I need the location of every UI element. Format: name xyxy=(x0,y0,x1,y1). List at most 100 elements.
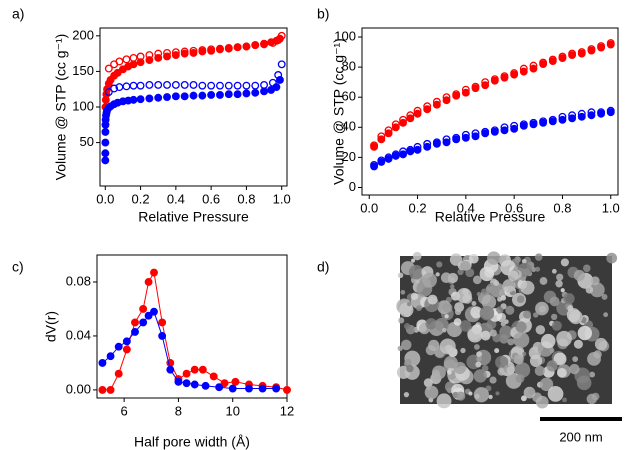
data-point xyxy=(377,156,386,165)
data-point xyxy=(216,81,224,90)
data-point xyxy=(370,160,379,169)
data-point xyxy=(182,379,191,388)
particle xyxy=(473,369,487,383)
data-point xyxy=(129,53,138,62)
particle xyxy=(585,286,594,294)
particle xyxy=(601,293,608,300)
particle xyxy=(513,354,524,365)
particle xyxy=(453,318,462,326)
data-point xyxy=(568,111,577,120)
data-point xyxy=(136,52,145,61)
particle xyxy=(397,272,404,279)
data-point xyxy=(220,379,229,388)
particle xyxy=(606,252,618,264)
particle xyxy=(507,338,515,346)
particle xyxy=(535,301,549,316)
particle xyxy=(479,305,495,321)
particle xyxy=(546,360,558,372)
particle xyxy=(503,286,509,292)
x-tick-label: 1.0 xyxy=(273,191,291,206)
particle xyxy=(535,325,546,335)
data-point xyxy=(413,106,422,115)
data-point xyxy=(391,120,400,129)
data-point xyxy=(129,60,138,69)
data-point xyxy=(106,385,115,394)
y-tick-label: 100 xyxy=(72,98,94,113)
y-tick-label: 60 xyxy=(342,89,356,104)
data-point xyxy=(145,51,154,59)
data-point xyxy=(577,109,586,118)
data-point xyxy=(272,384,281,393)
data-point xyxy=(101,138,110,147)
data-point xyxy=(163,48,171,57)
data-point xyxy=(471,82,480,91)
particle xyxy=(454,308,462,316)
data-point xyxy=(539,117,548,126)
data-point xyxy=(216,90,224,99)
particle xyxy=(424,385,439,400)
x-tick-label: 0.2 xyxy=(409,200,427,215)
data-point xyxy=(122,337,131,346)
particle xyxy=(532,312,539,318)
micrograph xyxy=(396,251,618,409)
data-point xyxy=(171,48,180,57)
data-point xyxy=(481,127,490,136)
particle xyxy=(560,258,569,267)
y-tick-label: 0 xyxy=(349,179,356,194)
y-axis-label: dV(r) xyxy=(43,311,59,342)
data-point xyxy=(399,147,408,156)
data-point xyxy=(245,384,253,393)
data-point xyxy=(131,318,139,327)
data-point xyxy=(104,88,113,97)
particle xyxy=(446,369,452,375)
particle xyxy=(427,294,438,305)
x-tick-label: 8 xyxy=(175,403,182,418)
particle xyxy=(506,366,515,375)
particle xyxy=(573,269,586,282)
y-tick-label: 0.04 xyxy=(66,327,91,342)
x-tick-label: 10 xyxy=(225,403,239,418)
y-tick-label: 80 xyxy=(342,59,356,74)
particle xyxy=(453,361,467,375)
particle xyxy=(476,356,482,362)
particle xyxy=(487,251,501,265)
particle xyxy=(474,393,480,399)
data-point xyxy=(190,365,199,374)
data-point xyxy=(201,381,210,390)
particle xyxy=(440,272,452,284)
particle xyxy=(572,356,579,363)
data-point xyxy=(461,85,470,94)
particle xyxy=(456,391,466,401)
data-point xyxy=(251,41,260,50)
data-point xyxy=(144,278,153,286)
data-point xyxy=(606,106,615,115)
data-point xyxy=(207,90,216,99)
data-point xyxy=(139,318,148,327)
data-point xyxy=(215,383,224,392)
particle xyxy=(496,306,504,314)
particle xyxy=(521,258,527,264)
data-point xyxy=(260,80,269,89)
particle xyxy=(479,266,495,282)
particle xyxy=(476,351,482,357)
data-point xyxy=(274,71,283,79)
data-point xyxy=(158,318,167,327)
particle xyxy=(603,312,609,318)
particle xyxy=(562,397,567,403)
particle xyxy=(465,268,475,278)
particle xyxy=(460,260,471,271)
x-tick-label: 0.4 xyxy=(167,191,185,206)
particle xyxy=(481,294,497,310)
data-point xyxy=(597,108,606,117)
data-point xyxy=(432,138,441,147)
data-point xyxy=(114,342,123,351)
data-point xyxy=(104,64,113,73)
data-point xyxy=(224,81,233,90)
data-point xyxy=(209,372,218,381)
data-point xyxy=(432,97,441,106)
particle xyxy=(436,261,443,268)
particle xyxy=(551,313,558,321)
y-tick-label: 150 xyxy=(72,63,94,78)
y-tick-label: 200 xyxy=(72,27,94,42)
data-point xyxy=(129,95,138,104)
